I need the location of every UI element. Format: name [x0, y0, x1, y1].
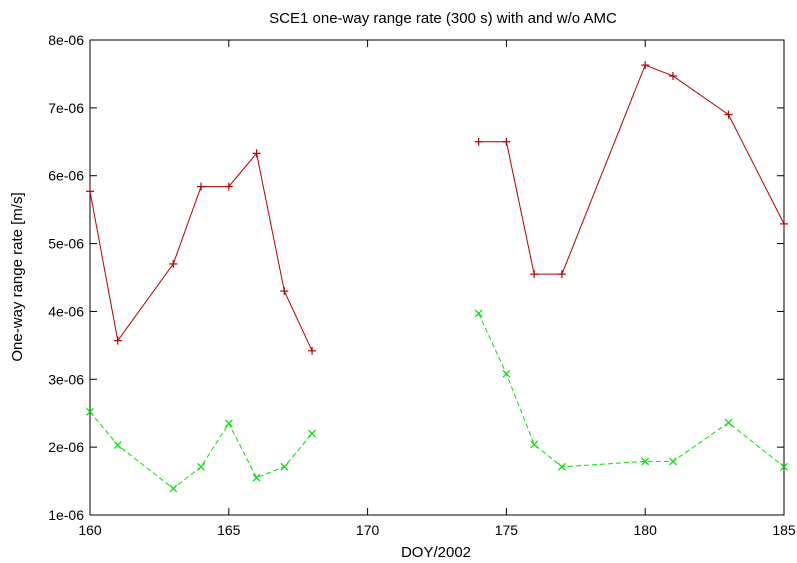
series-1-point: [668, 71, 677, 80]
series-1-point: [86, 187, 94, 196]
series-2-point: [557, 462, 566, 471]
series-1-point: [474, 137, 483, 146]
series-2-line: [478, 313, 785, 468]
y-axis-label: One-way range rate [m/s]: [9, 192, 26, 361]
series-2-point: [113, 441, 122, 450]
series-1-point: [557, 270, 566, 279]
series-2-point: [641, 457, 650, 466]
series-2-point: [224, 419, 233, 428]
y-tick-label: 3e-06: [48, 371, 84, 387]
series-2-point: [502, 369, 511, 378]
y-tick-label: 6e-06: [48, 168, 84, 184]
series-2-point: [780, 462, 788, 471]
x-axis-label: DOY/2002: [401, 544, 471, 561]
series-1-point: [224, 182, 233, 191]
data-series: [86, 61, 788, 493]
series-1-line: [89, 152, 313, 351]
y-tick-label: 5e-06: [48, 236, 84, 252]
y-tick-label: 8e-06: [48, 32, 84, 48]
axis-ticks: 160 165 170 175 180 185 1e-06 2e-06 3e-06 4e-06 5e…: [48, 32, 796, 538]
x-tick-label: 180: [634, 522, 658, 538]
x-tick-label: 160: [78, 522, 102, 538]
plot-frame: [89, 39, 785, 516]
series-2-point: [724, 418, 733, 427]
series-1-point: [169, 259, 178, 268]
series-1-point: [252, 149, 261, 158]
series-2-point: [669, 457, 677, 466]
series-2-point: [252, 473, 261, 482]
x-tick-label: 165: [217, 522, 241, 538]
x-tick-label: 170: [356, 522, 380, 538]
x-tick-label: 175: [495, 522, 519, 538]
series-2-point: [280, 462, 289, 471]
series-1-point: [641, 61, 650, 70]
series-2-point: [169, 484, 178, 493]
series-2-point: [86, 407, 94, 416]
series-1-point: [530, 270, 539, 279]
series-2-point: [308, 429, 317, 438]
series-2-line: [89, 411, 313, 490]
series-2-point: [530, 440, 539, 449]
chart-title: SCE1 one-way range rate (300 s) with and…: [269, 10, 617, 27]
series-2-point: [197, 462, 205, 471]
series-1-point: [724, 110, 733, 119]
series-1-point: [308, 346, 317, 355]
series-1-point: [113, 336, 122, 345]
series-1-line: [478, 64, 785, 275]
series-1-point: [502, 137, 511, 146]
x-tick-label: 185: [772, 522, 796, 538]
series-1-point: [780, 219, 788, 228]
series-1-point: [280, 287, 289, 296]
y-tick-label: 2e-06: [48, 439, 84, 455]
series-1-point: [197, 182, 206, 191]
series-2-point: [474, 309, 483, 318]
y-tick-label: 7e-06: [48, 100, 84, 116]
y-tick-label: 4e-06: [48, 303, 84, 319]
y-tick-label: 1e-06: [48, 507, 84, 523]
